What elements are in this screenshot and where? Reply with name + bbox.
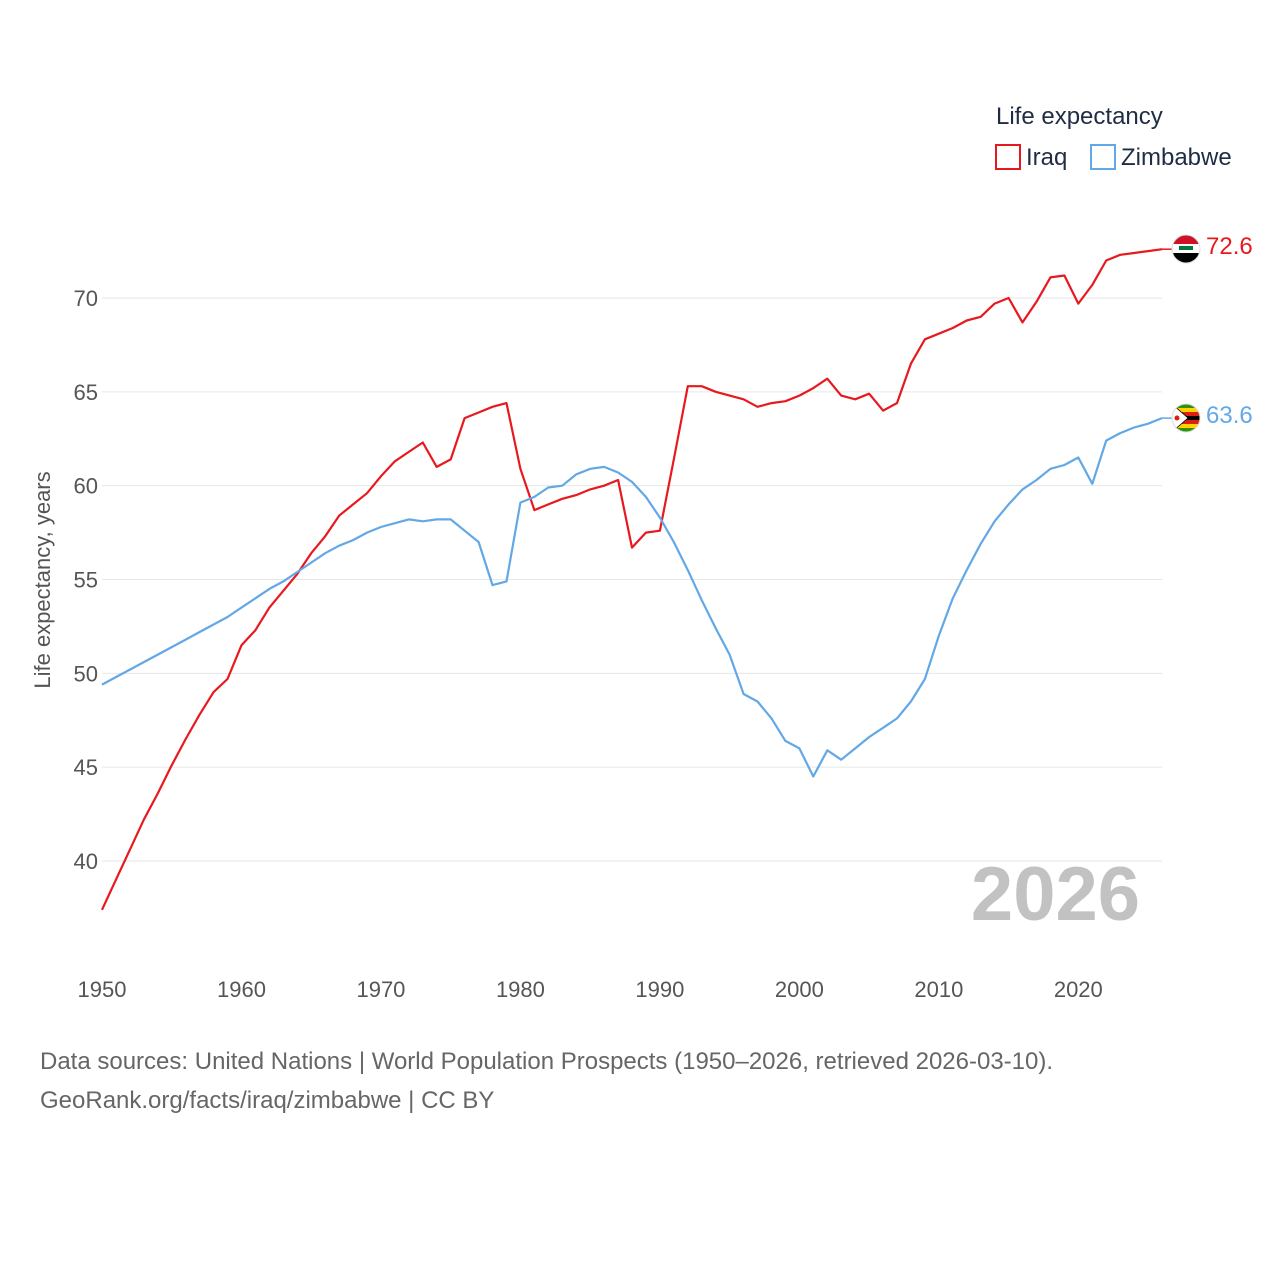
gridlines — [102, 297, 1162, 862]
legend-swatch-zimbabwe — [1090, 144, 1116, 170]
x-tick-label: 2020 — [1054, 977, 1103, 1002]
y-tick-label: 50 — [74, 661, 98, 686]
end-label-iraq: 72.6 — [1206, 233, 1253, 260]
y-tick-label: 60 — [74, 474, 98, 499]
y-axis-ticks: 40 45 50 55 60 65 70 — [74, 286, 98, 874]
legend-swatch-iraq — [995, 144, 1021, 170]
y-tick-label: 40 — [74, 849, 98, 874]
legend: Life expectancy Iraq Zimbabwe — [995, 103, 1232, 171]
legend-label-iraq: Iraq — [1026, 144, 1067, 171]
x-tick-label: 1950 — [78, 977, 127, 1002]
year-watermark: 2026 — [971, 852, 1140, 937]
end-label-zimbabwe: 63.6 — [1206, 402, 1253, 429]
x-tick-label: 2000 — [775, 977, 824, 1002]
series-line-iraq[interactable] — [101, 248, 1163, 911]
source-line-link[interactable]: GeoRank.org/facts/iraq/zimbabwe | CC BY — [40, 1087, 495, 1114]
zimbabwe-flag-icon — [1172, 404, 1200, 432]
source-line-data: Data sources: United Nations | World Pop… — [40, 1048, 1054, 1075]
series-line-zimbabwe[interactable] — [101, 417, 1163, 778]
line-chart: 40 45 50 55 60 65 70 1950 1960 1970 1980 1990 2000 2… — [30, 103, 1253, 1002]
y-tick-label: 70 — [74, 286, 98, 311]
legend-item-iraq[interactable]: Iraq — [995, 144, 1067, 171]
legend-item-zimbabwe[interactable]: Zimbabwe — [1090, 144, 1232, 171]
legend-label-zimbabwe: Zimbabwe — [1121, 144, 1232, 171]
x-tick-label: 1960 — [217, 977, 266, 1002]
iraq-flag-icon — [1172, 235, 1200, 263]
y-tick-label: 45 — [74, 755, 98, 780]
y-axis-label: Life expectancy, years — [30, 471, 55, 688]
x-tick-label: 1980 — [496, 977, 545, 1002]
x-axis-ticks: 1950 1960 1970 1980 1990 2000 2010 2020 — [78, 977, 1103, 1002]
y-tick-label: 65 — [74, 380, 98, 405]
x-tick-label: 2010 — [914, 977, 963, 1002]
source-note: Data sources: United Nations | World Pop… — [40, 1042, 1053, 1120]
y-tick-label: 55 — [74, 568, 98, 593]
series-lines — [101, 248, 1172, 911]
x-tick-label: 1970 — [356, 977, 405, 1002]
x-tick-label: 1990 — [635, 977, 684, 1002]
legend-title: Life expectancy — [996, 103, 1163, 130]
